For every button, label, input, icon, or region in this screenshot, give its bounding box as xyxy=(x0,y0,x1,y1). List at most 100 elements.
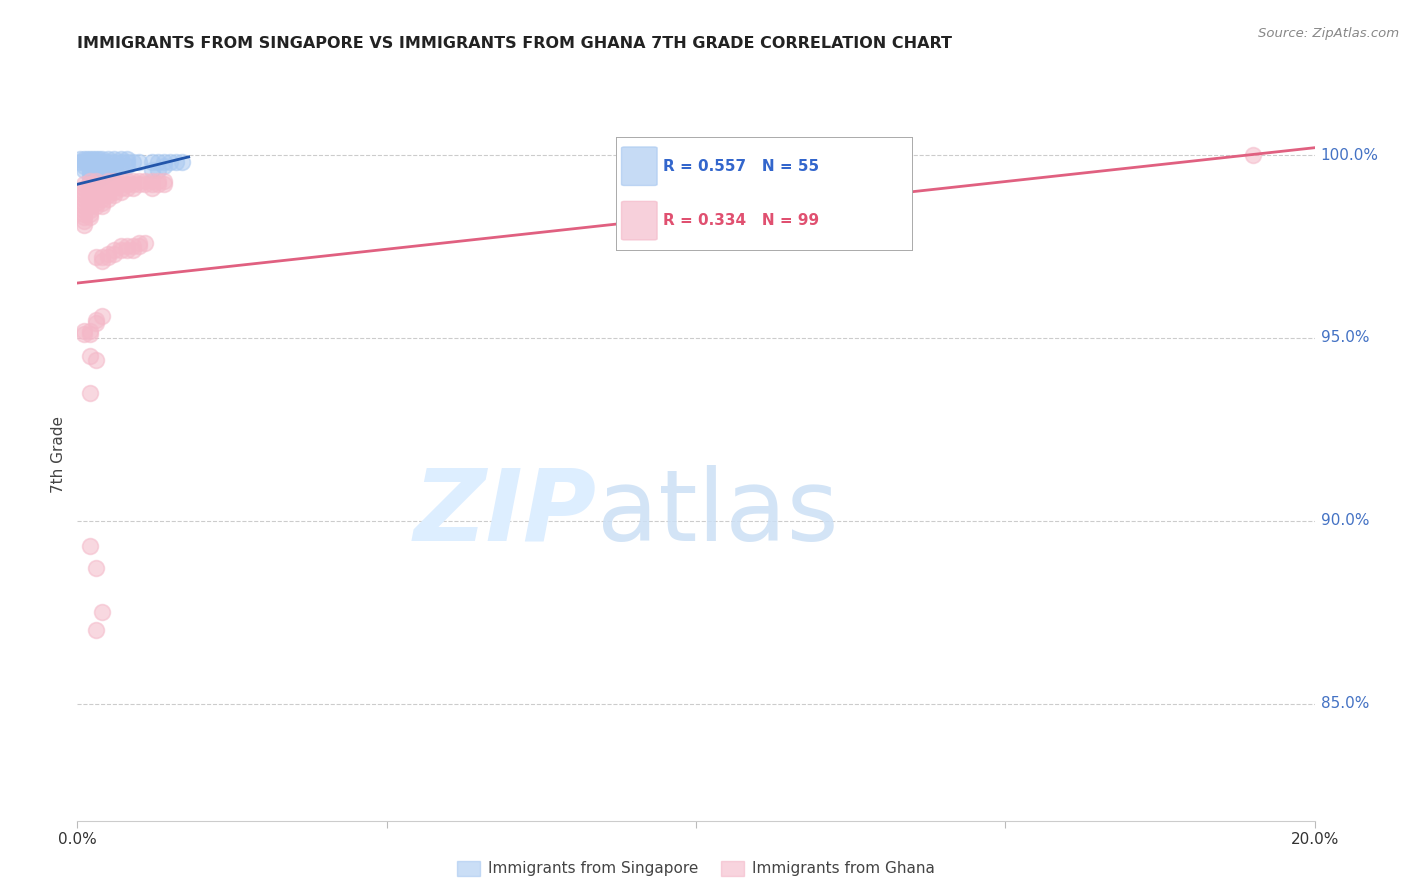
Point xyxy=(79,188,101,202)
Point xyxy=(134,235,156,250)
Point xyxy=(84,199,107,213)
Point xyxy=(110,159,132,173)
Point xyxy=(97,166,120,180)
Point xyxy=(134,178,156,192)
Point xyxy=(84,162,107,177)
Point xyxy=(84,173,107,187)
Point xyxy=(91,605,114,619)
Point xyxy=(84,251,107,265)
Point xyxy=(115,159,138,173)
Point xyxy=(79,192,101,206)
Point xyxy=(91,162,114,177)
Point xyxy=(72,199,94,213)
Point xyxy=(141,173,163,187)
Point xyxy=(128,178,150,192)
Point xyxy=(79,210,101,224)
Point xyxy=(97,192,120,206)
Point xyxy=(103,243,125,257)
Point xyxy=(172,155,194,169)
Point xyxy=(97,188,120,202)
Point xyxy=(79,181,101,195)
Point xyxy=(97,185,120,199)
Point xyxy=(110,152,132,166)
Point xyxy=(91,188,114,202)
Point xyxy=(97,152,120,166)
Point xyxy=(91,159,114,173)
Point xyxy=(84,561,107,575)
Point xyxy=(165,155,187,169)
Point xyxy=(91,178,114,192)
Point xyxy=(141,162,163,177)
Point xyxy=(153,178,176,192)
Point xyxy=(153,173,176,187)
Point xyxy=(79,155,101,169)
Point xyxy=(76,152,98,166)
Point xyxy=(128,173,150,187)
Point xyxy=(110,185,132,199)
Point xyxy=(91,152,114,166)
Point xyxy=(122,239,145,253)
Point xyxy=(79,539,101,553)
Point xyxy=(122,173,145,187)
Point xyxy=(79,173,101,187)
Point xyxy=(84,624,107,638)
Point xyxy=(72,178,94,192)
Point xyxy=(115,173,138,187)
Point xyxy=(79,178,101,192)
Point xyxy=(84,352,107,367)
Point xyxy=(146,162,169,177)
Point xyxy=(72,218,94,232)
Point xyxy=(103,173,125,187)
Point xyxy=(72,159,94,173)
Point xyxy=(103,178,125,192)
Point xyxy=(97,173,120,187)
Point xyxy=(84,316,107,330)
Point xyxy=(141,178,163,192)
Point xyxy=(128,235,150,250)
Point xyxy=(103,181,125,195)
Text: 100.0%: 100.0% xyxy=(1320,147,1379,162)
Text: 90.0%: 90.0% xyxy=(1320,513,1369,528)
Point xyxy=(84,185,107,199)
Point xyxy=(115,155,138,169)
Point xyxy=(79,152,101,166)
Point xyxy=(110,178,132,192)
Point xyxy=(84,195,107,210)
Point xyxy=(146,178,169,192)
Point xyxy=(84,155,107,169)
Point xyxy=(103,152,125,166)
Point xyxy=(72,202,94,217)
Point xyxy=(84,178,107,192)
Point xyxy=(122,243,145,257)
Point xyxy=(134,173,156,187)
Point xyxy=(97,178,120,192)
Point xyxy=(115,152,138,166)
Point xyxy=(84,159,107,173)
Point xyxy=(72,155,94,169)
Point xyxy=(72,214,94,228)
Point xyxy=(110,173,132,187)
Point xyxy=(103,155,125,169)
Point xyxy=(79,185,101,199)
Text: IMMIGRANTS FROM SINGAPORE VS IMMIGRANTS FROM GHANA 7TH GRADE CORRELATION CHART: IMMIGRANTS FROM SINGAPORE VS IMMIGRANTS … xyxy=(77,36,952,51)
Point xyxy=(84,152,107,166)
Point xyxy=(91,254,114,268)
Point xyxy=(110,181,132,195)
Point xyxy=(146,173,169,187)
Point xyxy=(97,155,120,169)
Point xyxy=(91,169,114,184)
Point xyxy=(84,312,107,326)
Text: ZIP: ZIP xyxy=(413,465,598,562)
Point xyxy=(79,169,101,184)
Point xyxy=(1241,148,1264,162)
Point xyxy=(97,162,120,177)
Text: Source: ZipAtlas.com: Source: ZipAtlas.com xyxy=(1258,27,1399,40)
Text: 85.0%: 85.0% xyxy=(1320,696,1369,711)
Point xyxy=(79,195,101,210)
Point xyxy=(122,178,145,192)
Text: 95.0%: 95.0% xyxy=(1320,330,1369,345)
Point xyxy=(128,239,150,253)
Y-axis label: 7th Grade: 7th Grade xyxy=(51,417,66,493)
Legend: Immigrants from Singapore, Immigrants from Ghana: Immigrants from Singapore, Immigrants fr… xyxy=(451,855,941,882)
Point xyxy=(128,155,150,169)
